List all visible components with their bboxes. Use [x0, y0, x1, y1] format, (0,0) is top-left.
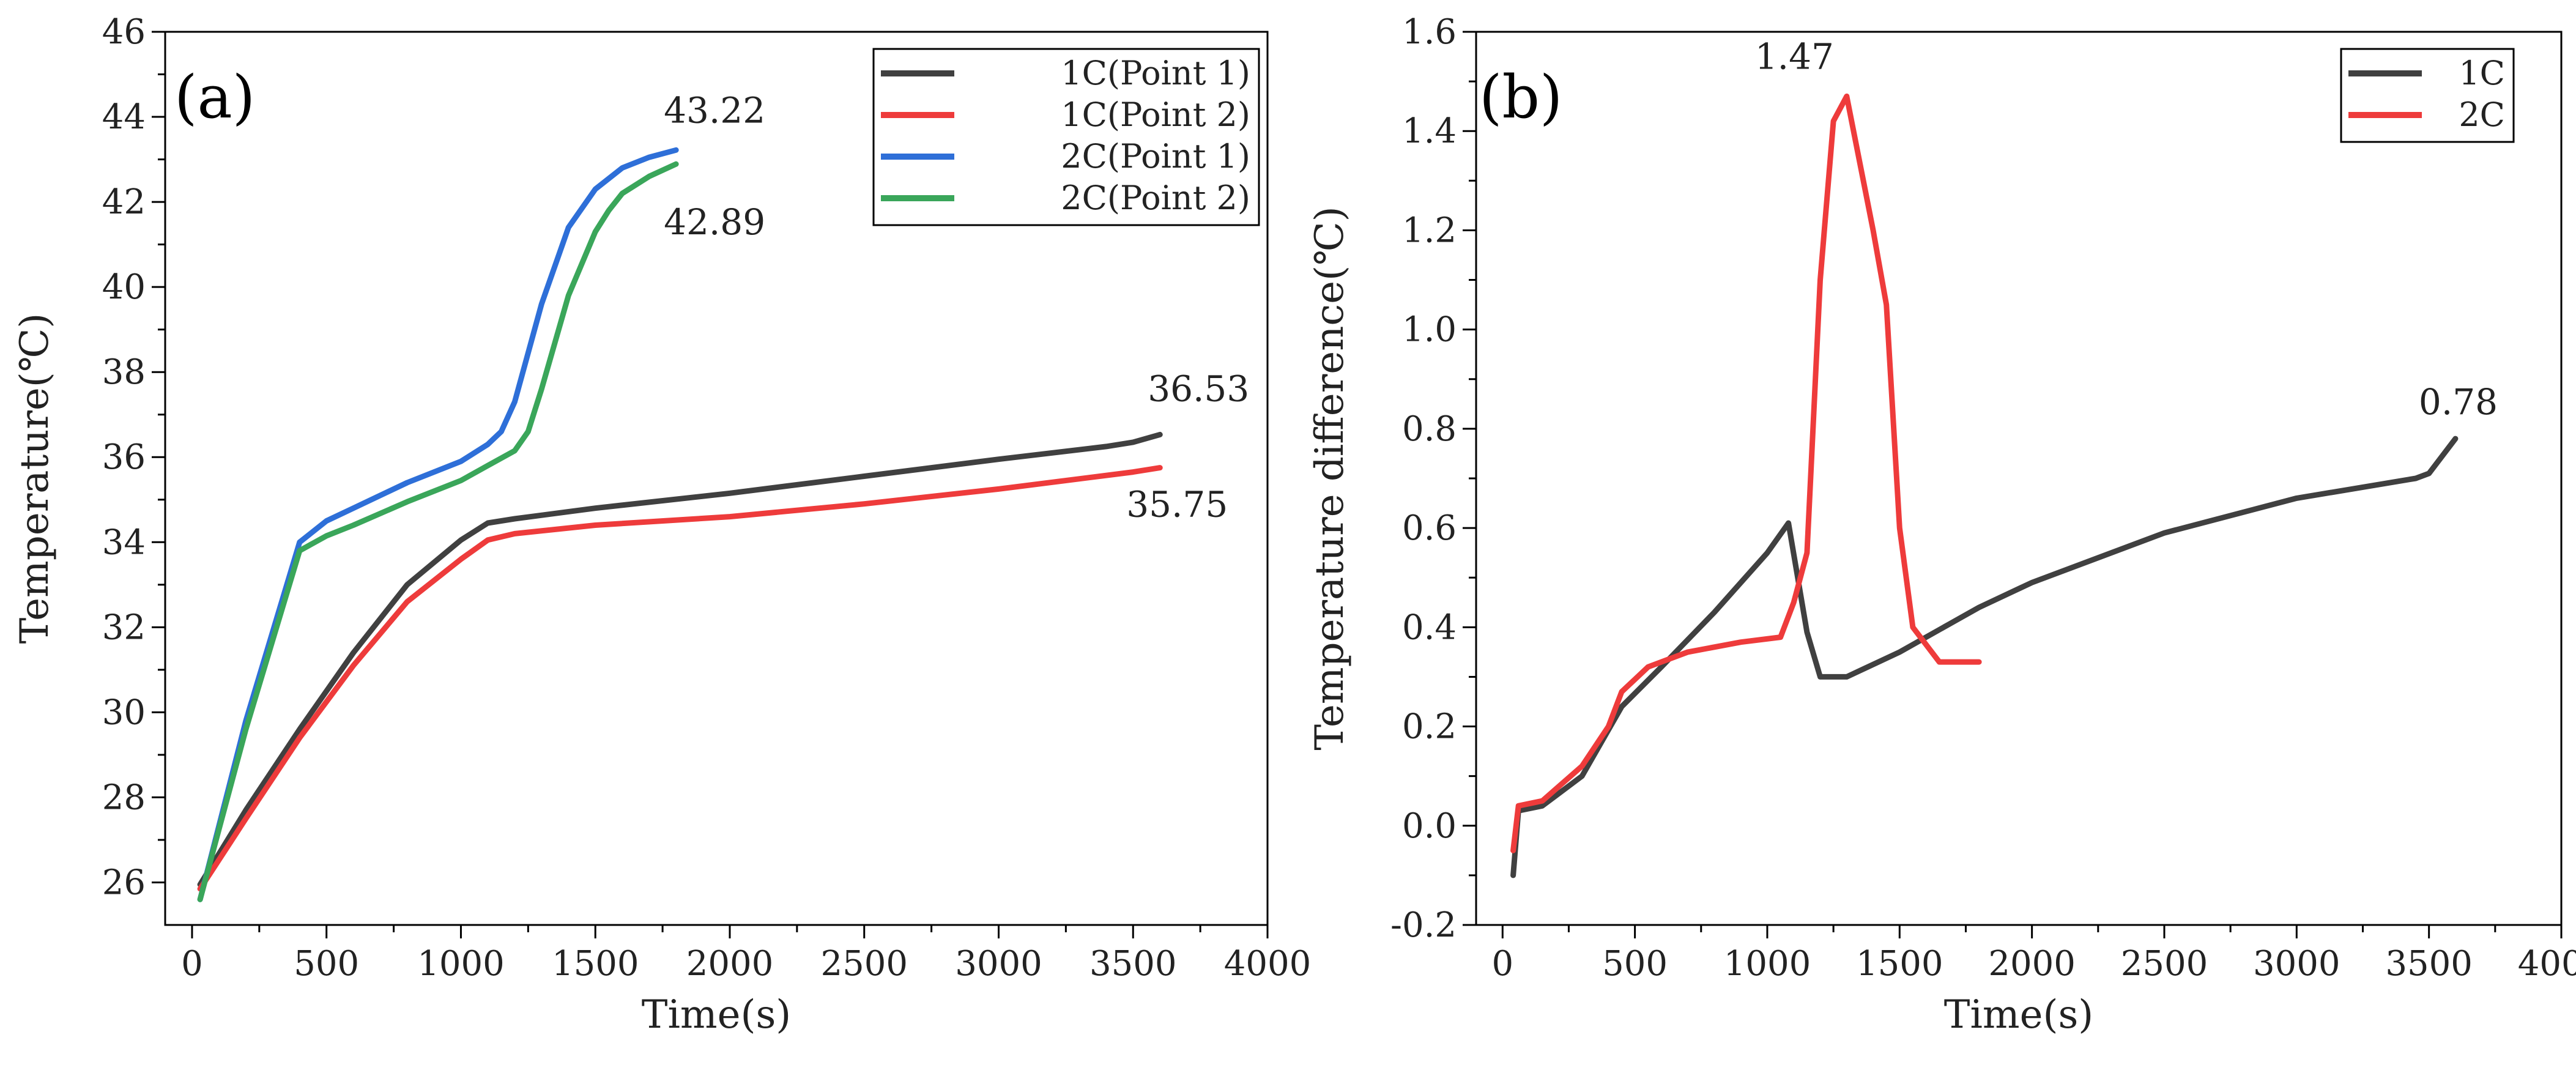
panel-b-label: (b) — [1479, 63, 1562, 132]
x-tick-label: 0 — [1491, 944, 1513, 984]
data-label: 0.78 — [2419, 381, 2498, 423]
panel-b-series — [1510, 93, 2459, 878]
x-tick-label: 0 — [181, 944, 203, 984]
legend-label: 2C(Point 1) — [1061, 137, 1250, 176]
panel-a: 0 500 1000 1500 2000 2500 3000 3500 4000 26 28 30 3… — [12, 12, 1311, 1038]
y-tick-label: 44 — [102, 97, 146, 137]
series-line-1c — [1510, 436, 2459, 878]
y-tick-label: 1.6 — [1402, 12, 1457, 52]
x-tick-label: 1500 — [1856, 944, 1943, 984]
y-tick-label: 38 — [102, 352, 146, 392]
panel-a-x-ticks: 0 500 1000 1500 2000 2500 3000 3500 4000 — [181, 925, 1311, 984]
y-tick-label: 30 — [102, 692, 146, 732]
panel-b-y-ticks: -0.2 0.0 0.2 0.4 0.6 0.8 1.0 1.2 1.4 1.6 — [1390, 12, 1476, 945]
y-tick-label: 28 — [102, 778, 146, 817]
data-label: 42.89 — [664, 201, 765, 243]
legend-box — [2340, 48, 2515, 143]
panel-a-legend: 1C(Point 1)1C(Point 2)2C(Point 1)2C(Poin… — [872, 48, 1260, 226]
legend-label: 1C(Point 2) — [1061, 95, 1250, 134]
panel-a-plot-frame — [164, 31, 1269, 926]
y-tick-label: 26 — [102, 863, 146, 902]
x-tick-label: 500 — [1602, 944, 1668, 984]
x-tick-label: 3500 — [2385, 944, 2473, 984]
panel-a-y-axis-title: Temperature(℃) — [12, 313, 58, 644]
x-tick-label: 1000 — [1724, 944, 1811, 984]
x-tick-label: 2000 — [1988, 944, 2076, 984]
panel-a-y-ticks: 26 28 30 32 34 36 38 40 42 44 46 — [102, 12, 165, 902]
data-label: 35.75 — [1126, 484, 1228, 525]
x-tick-label: 3000 — [2253, 944, 2340, 984]
x-tick-label: 4000 — [2518, 944, 2576, 984]
panel-b-annotations: 1.47 0.78 — [1755, 35, 2498, 423]
series-line-2c — [1510, 93, 1982, 853]
series-line-1c-point-1- — [197, 431, 1163, 888]
series-line-2c-point-2- — [197, 161, 679, 902]
data-label: 36.53 — [1148, 368, 1249, 409]
panel-b-x-axis-title: Time(s) — [1944, 992, 2094, 1038]
y-tick-label: 40 — [102, 267, 146, 307]
panel-b-y-axis-title: Temperature difference(℃) — [1307, 206, 1353, 750]
x-tick-label: 2500 — [820, 944, 908, 984]
x-tick-label: 2500 — [2121, 944, 2208, 984]
x-tick-label: 2000 — [686, 944, 774, 984]
y-tick-label: 0.4 — [1402, 607, 1457, 647]
y-tick-label: 1.0 — [1402, 310, 1457, 350]
series-line-2c-point-1- — [197, 147, 679, 902]
series-line-1c-point-2- — [197, 465, 1163, 892]
y-tick-label: 0.8 — [1402, 409, 1457, 449]
y-tick-label: 34 — [102, 522, 146, 562]
y-tick-label: 0.2 — [1402, 707, 1457, 747]
panel-a-annotations: 43.22 42.89 36.53 35.75 — [664, 89, 1249, 525]
panel-a-x-axis-title: Time(s) — [642, 992, 792, 1038]
y-tick-label: 32 — [102, 607, 146, 647]
y-tick-label: 1.2 — [1402, 210, 1457, 250]
x-tick-label: 1500 — [552, 944, 639, 984]
y-tick-label: 0.6 — [1402, 508, 1457, 548]
y-tick-label: 42 — [102, 182, 146, 222]
panel-a-label: (a) — [174, 63, 255, 132]
x-tick-label: 3500 — [1089, 944, 1177, 984]
y-tick-label: 36 — [102, 437, 146, 477]
x-tick-label: 3000 — [955, 944, 1042, 984]
legend-label: 2C — [2459, 95, 2505, 134]
x-tick-label: 4000 — [1224, 944, 1312, 984]
y-tick-label: 1.4 — [1402, 111, 1457, 151]
panel-b-plot-frame — [1475, 31, 2563, 926]
panel-b: 0 500 1000 1500 2000 2500 3000 3500 4000 -0.2 0.0… — [1307, 12, 2576, 1038]
x-tick-label: 1000 — [417, 944, 505, 984]
data-label: 43.22 — [664, 89, 765, 131]
y-tick-label: 0.0 — [1402, 806, 1457, 846]
legend-label: 2C(Point 2) — [1061, 179, 1250, 217]
y-tick-label: 46 — [102, 12, 146, 52]
legend-label: 1C — [2459, 54, 2505, 92]
panel-b-x-ticks: 0 500 1000 1500 2000 2500 3000 3500 4000 — [1491, 925, 2576, 984]
data-label: 1.47 — [1755, 35, 1834, 77]
y-tick-label: -0.2 — [1390, 905, 1457, 945]
panel-a-series — [197, 147, 1163, 902]
x-tick-label: 500 — [294, 944, 359, 984]
legend-label: 1C(Point 1) — [1061, 54, 1250, 92]
